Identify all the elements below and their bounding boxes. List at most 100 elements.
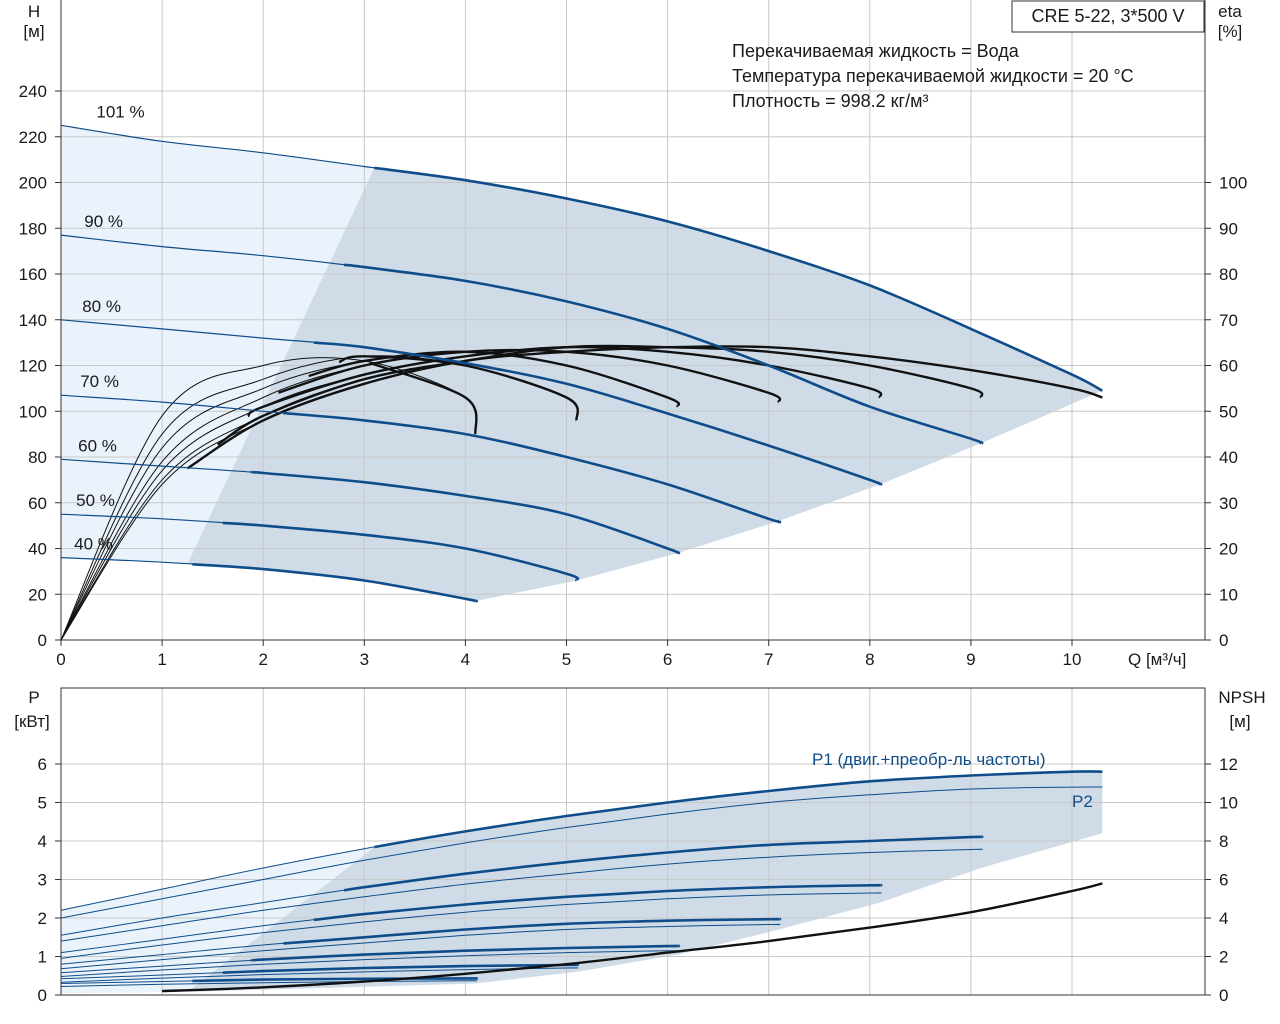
speed-label: 80 % — [82, 297, 121, 316]
p1-curve-operating — [313, 883, 883, 922]
model-name: CRE 5-22, 3*500 V — [1031, 6, 1184, 26]
p2-curve — [60, 892, 882, 959]
eta-tick-label: 80 — [1219, 265, 1238, 284]
head-curve-operating — [250, 470, 681, 555]
speed-label: 90 % — [84, 212, 123, 231]
power-tick-label: 3 — [38, 871, 47, 890]
efficiency-curve-operating — [217, 344, 984, 446]
npsh-tick-label: 8 — [1219, 832, 1228, 851]
head-tick-label: 80 — [28, 448, 47, 467]
head-tick-label: 140 — [19, 311, 47, 330]
head-area-operating — [187, 167, 1103, 602]
npsh-tick-label: 6 — [1219, 871, 1228, 890]
head-curve-operating — [313, 341, 883, 486]
speed-label: 50 % — [76, 491, 115, 510]
eta-tick-label: 90 — [1219, 219, 1238, 238]
efficiency-curve-operating — [368, 361, 478, 435]
p1-curve-operating — [192, 977, 479, 983]
power-area-operating — [187, 771, 1103, 992]
head-chart: 0204060801001201401601802002202400102030… — [19, 0, 1247, 669]
head-tick-label: 200 — [19, 174, 47, 193]
head-tick-label: 240 — [19, 82, 47, 101]
head-tick-label: 100 — [19, 402, 47, 421]
head-curve-operating — [374, 166, 1103, 392]
q-tick-label: 2 — [258, 650, 267, 669]
info-line-temperature: Температура перекачиваемой жидкости = 20… — [732, 66, 1134, 86]
eta-tick-label: 60 — [1219, 357, 1238, 376]
efficiency-curve-operating — [278, 348, 782, 403]
eta-axis-title: eta — [1218, 2, 1242, 21]
npsh-tick-label: 12 — [1219, 755, 1238, 774]
eta-tick-label: 20 — [1219, 540, 1238, 559]
power-tick-label: 1 — [38, 948, 47, 967]
head-curve-operating — [343, 263, 984, 445]
head-tick-label: 160 — [19, 265, 47, 284]
p2-curve — [60, 848, 983, 942]
power-tick-label: 2 — [38, 909, 47, 928]
head-tick-label: 0 — [38, 631, 47, 650]
p1-curve-operating — [374, 770, 1103, 849]
info-line-density: Плотность = 998.2 кг/м³ — [732, 91, 928, 111]
q-tick-label: 10 — [1063, 650, 1082, 669]
head-axis-unit: [м] — [23, 22, 44, 41]
p1-curve-operating — [343, 835, 984, 892]
npsh-tick-label: 10 — [1219, 794, 1238, 813]
p1-curve-operating — [250, 944, 681, 962]
head-tick-label: 180 — [19, 219, 47, 238]
npsh-axis-unit: [м] — [1229, 712, 1250, 731]
q-tick-label: 0 — [56, 650, 65, 669]
power-tick-label: 6 — [38, 755, 47, 774]
npsh-tick-label: 2 — [1219, 948, 1228, 967]
eta-axis-unit: [%] — [1218, 22, 1243, 41]
p1-label: P1 (двиг.+преобр-ль частоты) — [812, 750, 1045, 769]
head-curve-operating — [283, 411, 782, 524]
speed-label: 101 % — [96, 102, 144, 121]
q-tick-label: 3 — [360, 650, 369, 669]
power-tick-label: 0 — [38, 986, 47, 1005]
efficiency-curve-operating — [247, 345, 883, 418]
eta-tick-label: 100 — [1219, 174, 1247, 193]
head-tick-label: 220 — [19, 128, 47, 147]
speed-label: 60 % — [78, 436, 117, 455]
npsh-tick-label: 0 — [1219, 986, 1228, 1005]
eta-tick-label: 0 — [1219, 631, 1228, 650]
q-tick-label: 1 — [157, 650, 166, 669]
eta-tick-label: 10 — [1219, 585, 1238, 604]
eta-tick-label: 70 — [1219, 311, 1238, 330]
model-box — [1011, 0, 1205, 33]
eta-tick-label: 40 — [1219, 448, 1238, 467]
p1-curve-operating — [283, 917, 782, 945]
npsh-curve — [162, 882, 1103, 993]
q-tick-label: 7 — [764, 650, 773, 669]
head-tick-label: 20 — [28, 585, 47, 604]
eta-tick-label: 50 — [1219, 402, 1238, 421]
power-axis-title: P — [28, 688, 39, 707]
head-tick-label: 40 — [28, 540, 47, 559]
info-line-liquid: Перекачиваемая жидкость = Вода — [732, 41, 1020, 61]
q-tick-label: 8 — [865, 650, 874, 669]
npsh-axis-title: NPSH — [1218, 688, 1265, 707]
p2-curve — [60, 967, 579, 983]
npsh-tick-label: 4 — [1219, 909, 1228, 928]
head-curve-operating — [192, 563, 479, 603]
power-tick-label: 4 — [38, 832, 47, 851]
q-tick-label: 6 — [663, 650, 672, 669]
p2-curve — [60, 923, 781, 970]
head-curve-operating — [222, 521, 580, 582]
head-tick-label: 120 — [19, 357, 47, 376]
x-axis-label: Q [м³/ч] — [1128, 650, 1186, 669]
power-axis-unit: [кВт] — [14, 712, 49, 731]
p2-label: P2 — [1072, 792, 1093, 811]
speed-label: 40 % — [74, 535, 113, 554]
p2-curve — [60, 950, 680, 977]
head-axis-title: H — [28, 2, 40, 21]
q-tick-label: 5 — [562, 650, 571, 669]
head-tick-label: 60 — [28, 494, 47, 513]
q-tick-label: 9 — [966, 650, 975, 669]
speed-label: 70 % — [80, 372, 119, 391]
efficiency-curve-operating — [338, 355, 580, 421]
p2-curve — [60, 786, 1103, 919]
p2-curve — [60, 980, 478, 987]
